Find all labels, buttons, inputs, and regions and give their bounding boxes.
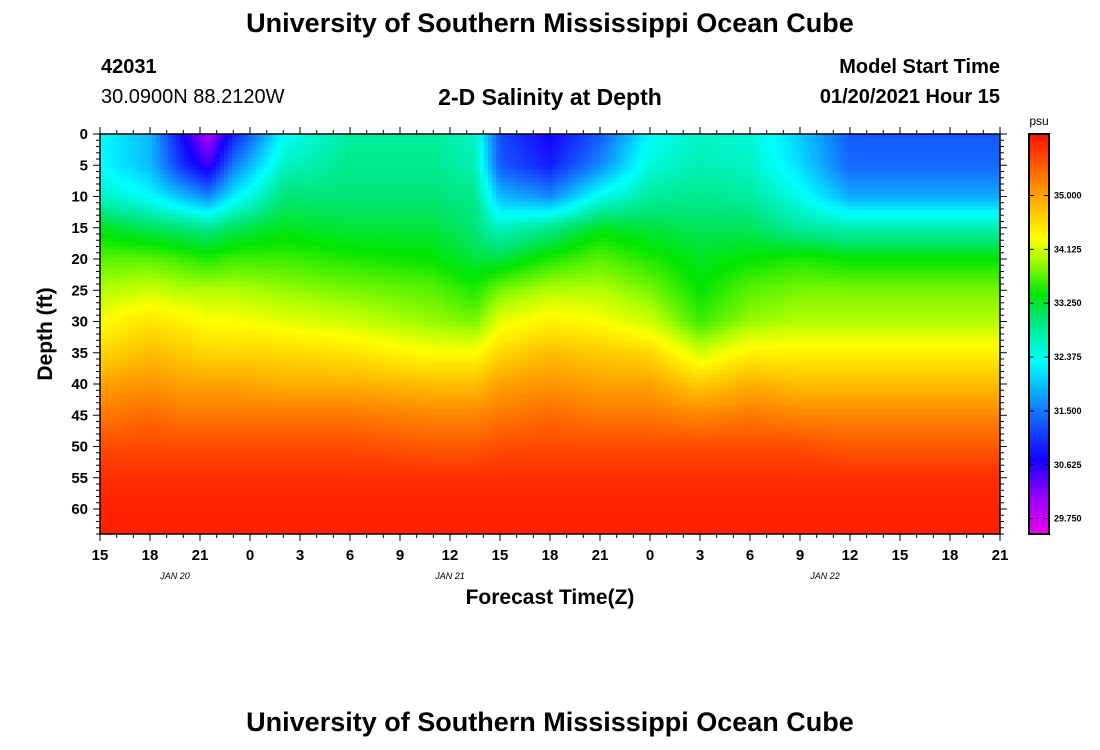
x-tick-label: 18 [942, 547, 959, 564]
y-tick-label: 45 [71, 407, 88, 424]
colorbar-tick-label: 30.625 [1054, 460, 1082, 470]
x-tick-label: 6 [746, 547, 754, 564]
x-tick-label: 18 [542, 547, 559, 564]
model-start-time: 01/20/2021 Hour 15 [819, 86, 1000, 108]
x-tick-label: 9 [396, 547, 404, 564]
x-tick-label: 12 [442, 547, 459, 564]
page-footer-title: University of Southern Mississippi Ocean… [246, 707, 854, 737]
y-tick-label: 30 [71, 314, 88, 331]
x-tick-label: 6 [346, 547, 354, 564]
y-tick-label: 5 [80, 157, 88, 174]
date-label: JAN 22 [809, 571, 840, 581]
y-tick-label: 10 [71, 189, 88, 206]
colorbar-gradient [1029, 134, 1049, 534]
date-label: JAN 20 [159, 571, 190, 581]
colorbar-tick-label: 31.500 [1054, 406, 1082, 416]
chart-subtitle: 2-D Salinity at Depth [438, 84, 662, 110]
x-tick-label: 0 [646, 547, 654, 564]
salinity-heatmap [100, 134, 1000, 534]
y-tick-label: 0 [80, 126, 88, 143]
y-tick-label: 20 [71, 251, 88, 268]
y-tick-label: 60 [71, 501, 88, 518]
y-tick-label: 15 [71, 220, 88, 237]
x-tick-label: 21 [992, 547, 1009, 564]
station-coords: 30.0900N 88.2120W [101, 86, 285, 108]
station-id: 42031 [101, 56, 157, 78]
colorbar: psu 29.750 30.625 31.500 32.375 33.250 34.125… [1028, 114, 1082, 535]
colorbar-unit: psu [1029, 114, 1048, 128]
page-title: University of Southern Mississippi Ocean… [246, 8, 854, 38]
x-tick-label: 21 [192, 547, 209, 564]
model-start-label: Model Start Time [839, 56, 1000, 78]
y-axis: 0 5 10 15 20 25 30 35 40 45 50 55 60 [71, 126, 1007, 535]
colorbar-tick-label: 33.250 [1054, 298, 1082, 308]
y-axis-label: Depth (ft) [34, 287, 57, 380]
x-tick-label: 0 [246, 547, 254, 564]
colorbar-tick-label: 34.125 [1054, 244, 1082, 254]
x-tick-label: 15 [92, 547, 109, 564]
y-tick-label: 25 [71, 282, 88, 299]
x-tick-label: 18 [142, 547, 159, 564]
y-tick-label: 40 [71, 376, 88, 393]
x-tick-label: 15 [492, 547, 509, 564]
colorbar-tick-label: 29.750 [1054, 514, 1082, 524]
y-tick-label: 35 [71, 345, 88, 362]
colorbar-tick-label: 35.000 [1054, 191, 1082, 201]
colorbar-ticks: 29.750 30.625 31.500 32.375 33.250 34.125 35.0… [1029, 191, 1082, 524]
x-tick-label: 15 [892, 547, 909, 564]
date-label: JAN 21 [434, 571, 465, 581]
x-tick-label: 21 [592, 547, 609, 564]
y-tick-label: 55 [71, 470, 88, 487]
x-tick-label: 12 [842, 547, 859, 564]
colorbar-frame [1028, 133, 1050, 535]
x-axis-label: Forecast Time(Z) [466, 586, 635, 609]
x-tick-label: 3 [296, 547, 304, 564]
x-tick-label: 9 [796, 547, 804, 564]
x-tick-label: 3 [696, 547, 704, 564]
colorbar-tick-label: 32.375 [1054, 352, 1082, 362]
y-tick-label: 50 [71, 439, 88, 456]
